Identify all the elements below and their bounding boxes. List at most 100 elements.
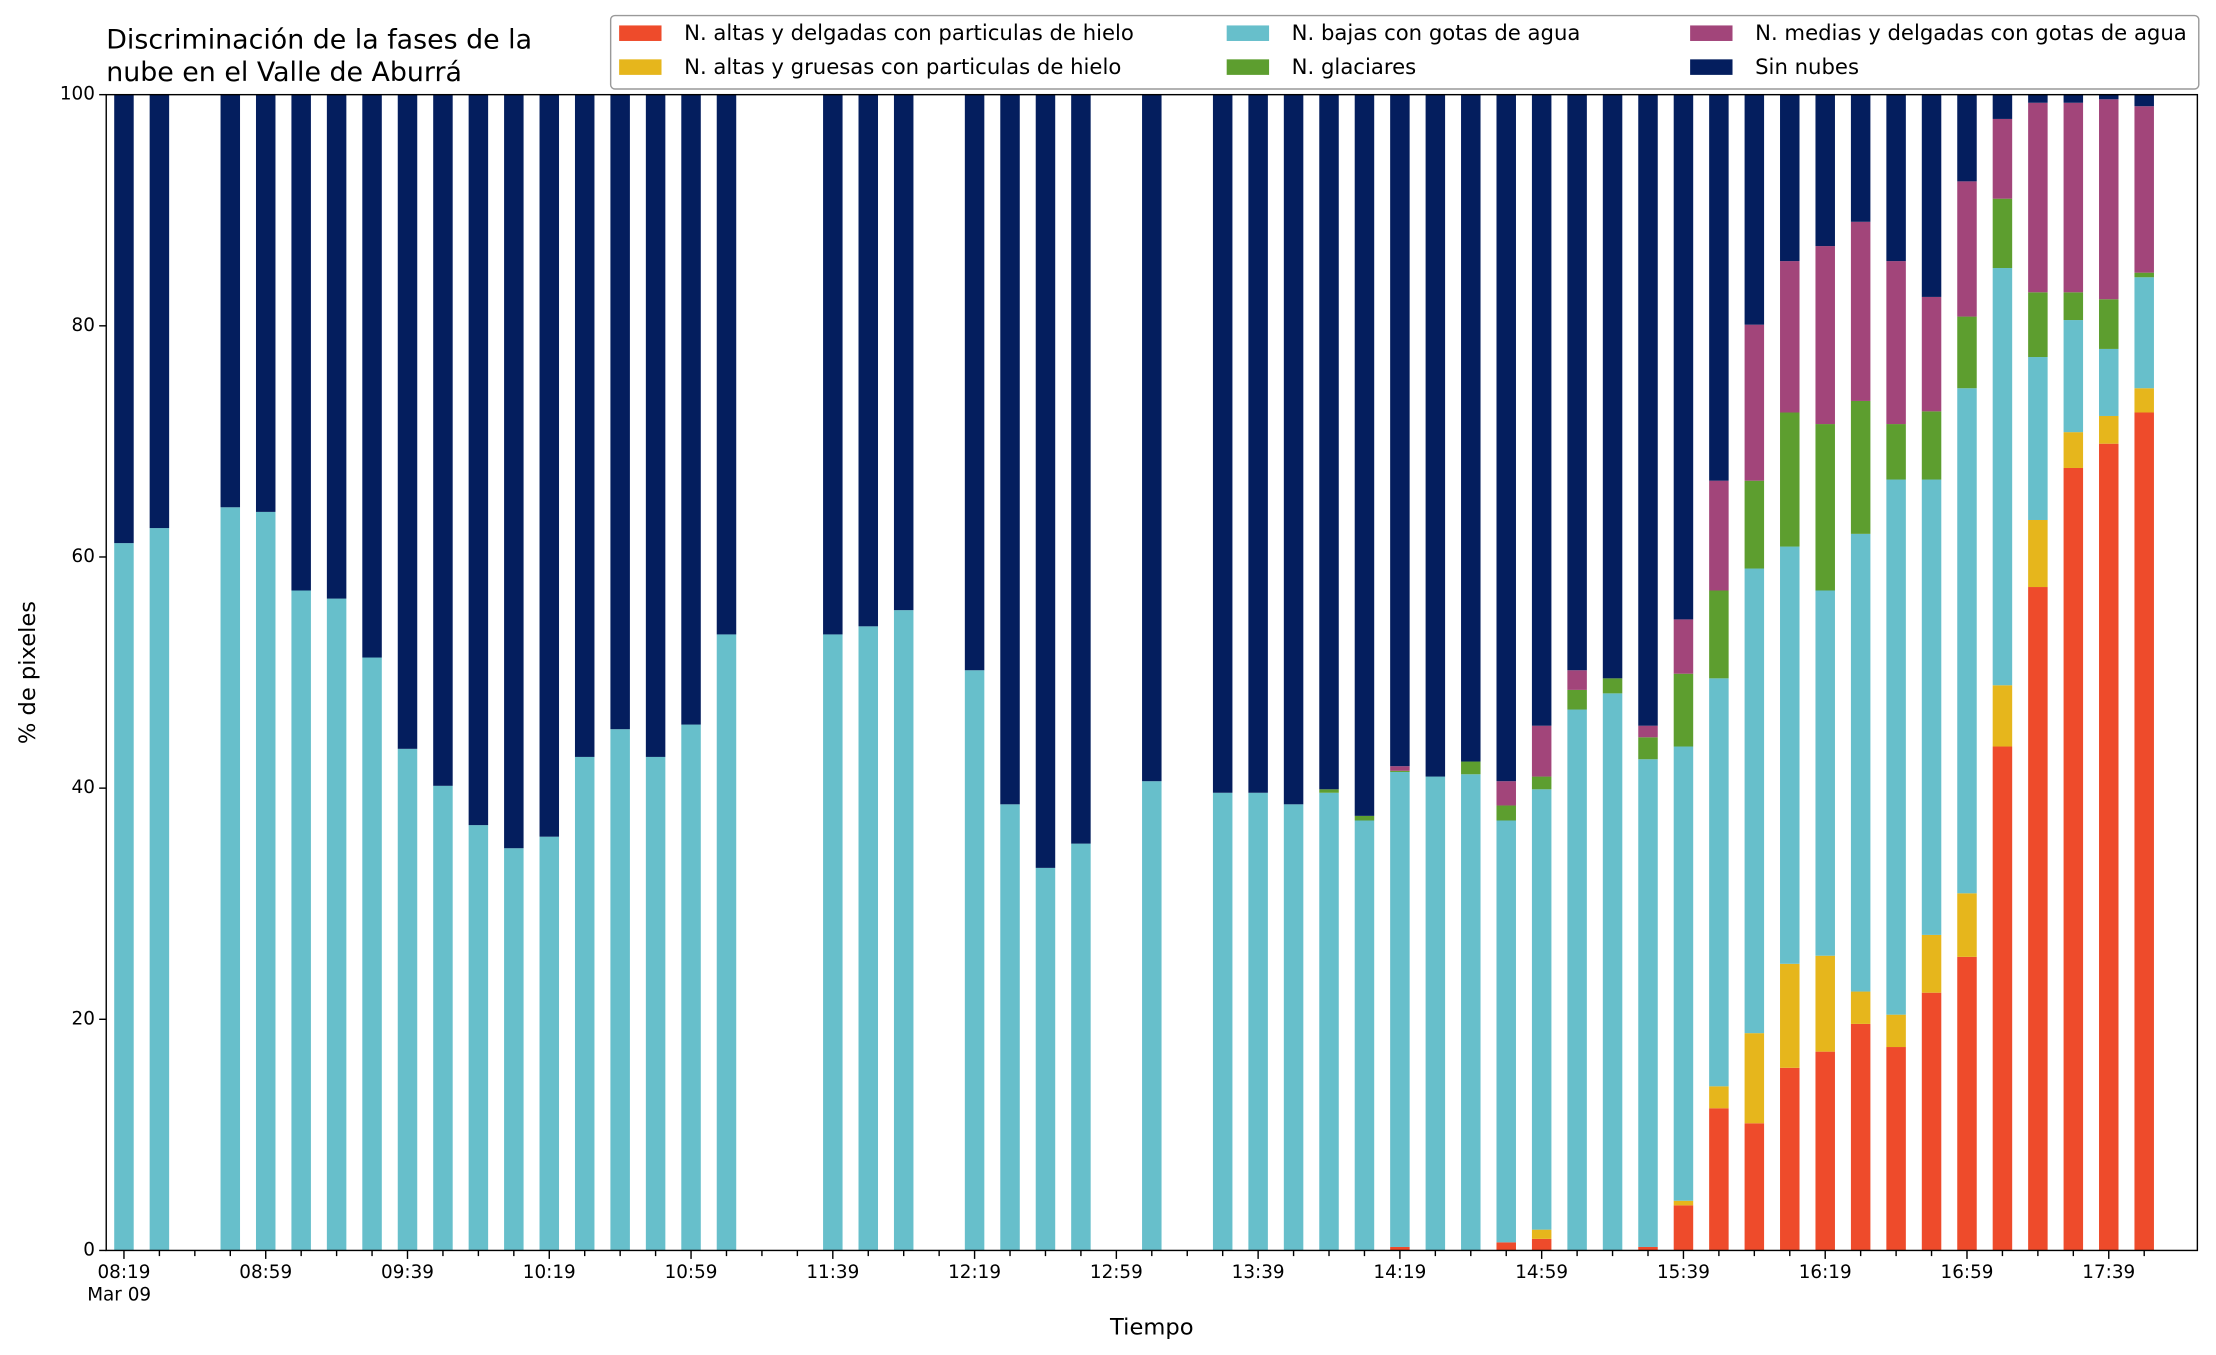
- bar-segment: [1744, 1033, 1765, 1124]
- bar-segment: [2063, 432, 2084, 468]
- bar-segment: [1992, 685, 2013, 747]
- bar-segment: [2134, 388, 2154, 413]
- bar-segment: [1496, 781, 1516, 806]
- bar-segment: [1248, 792, 1268, 1251]
- chart-title: Discriminación de la fases de la: [106, 24, 532, 55]
- bar-segment: [2063, 94, 2084, 103]
- bar-segment: [1638, 725, 1658, 738]
- x-tick-label: 14:19: [1373, 1262, 1426, 1283]
- x-date-label: Mar 09: [87, 1285, 151, 1306]
- bar-segment: [1673, 619, 1694, 674]
- x-tick-label: 11:39: [806, 1262, 859, 1283]
- bar-segment: [1744, 480, 1765, 569]
- bar-segment: [2134, 106, 2154, 273]
- bar-segment: [1142, 94, 1162, 782]
- bar-segment: [1886, 479, 1906, 1015]
- bar-segment: [574, 94, 595, 757]
- legend-label: Sin nubes: [1755, 54, 1859, 79]
- bar-segment: [645, 94, 666, 757]
- bar-segment: [1886, 1014, 1906, 1048]
- x-tick-label: 16:59: [1941, 1262, 1994, 1283]
- bar-segment: [1567, 689, 1587, 710]
- bar-segment: [1390, 766, 1410, 771]
- bar-segment: [1815, 246, 1835, 425]
- bar-segment: [1921, 992, 1942, 1251]
- bar-segment: [2063, 320, 2084, 433]
- x-tick-label: 16:19: [1799, 1262, 1852, 1283]
- bar-segment: [858, 94, 879, 627]
- bar-segment: [1461, 774, 1481, 1251]
- bar-segment: [610, 94, 630, 730]
- bar-segment: [964, 94, 985, 671]
- bar-segment: [1850, 991, 1871, 1024]
- y-tick-label: 0: [83, 1239, 95, 1260]
- bar-segment: [645, 756, 666, 1251]
- bar-segment: [2134, 272, 2154, 278]
- bar-segment: [1850, 94, 1871, 222]
- bar-segment: [149, 94, 170, 529]
- bar-segment: [1850, 1023, 1871, 1251]
- y-tick-label: 20: [72, 1008, 95, 1029]
- bar-segment: [291, 94, 311, 591]
- bar-segment: [1815, 1051, 1835, 1251]
- bar-segment: [2099, 415, 2119, 444]
- bar-segment: [362, 94, 382, 658]
- bar-segment: [255, 94, 276, 512]
- bar-segment: [1248, 94, 1268, 793]
- bar-segment: [1992, 118, 2013, 199]
- legend-label: N. glaciares: [1292, 54, 1416, 79]
- bar-segment: [1354, 815, 1375, 821]
- bar-segment: [716, 94, 737, 635]
- bar-segment: [326, 598, 347, 1251]
- bar-segment: [1567, 670, 1587, 690]
- x-tick-label: 08:59: [239, 1262, 292, 1283]
- bar-segment: [681, 724, 701, 1251]
- bar-segment: [1567, 94, 1587, 671]
- bar-segment: [2099, 299, 2119, 349]
- bar-segment: [1709, 480, 1729, 591]
- bar-segment: [1283, 94, 1304, 805]
- x-tick-label: 12:59: [1090, 1262, 1143, 1283]
- bar-segment: [1673, 94, 1694, 620]
- bar-segment: [1531, 725, 1552, 777]
- bar-segment: [1815, 424, 1835, 591]
- bar-segment: [1744, 568, 1765, 1034]
- bar-segment: [1815, 94, 1835, 247]
- bar-segment: [1425, 94, 1446, 777]
- bar-segment: [1957, 893, 1977, 957]
- bar-segment: [1142, 781, 1162, 1251]
- bar-segment: [2028, 587, 2048, 1251]
- bar-segment: [1957, 388, 1977, 894]
- x-tick-label: 12:19: [948, 1262, 1001, 1283]
- bar-segment: [610, 729, 630, 1251]
- bar-segment: [1000, 94, 1020, 805]
- chart-title: nube en el Valle de Aburrá: [106, 57, 462, 88]
- bar-segment: [2028, 102, 2048, 293]
- bar-segment: [1921, 296, 1942, 412]
- bar-segment: [2099, 348, 2119, 416]
- bar-segment: [1071, 94, 1091, 844]
- bar-segment: [2028, 357, 2048, 520]
- bar-segment: [2028, 519, 2048, 588]
- bar-segment: [1709, 1086, 1729, 1109]
- x-tick-label: 15:39: [1657, 1262, 1710, 1283]
- bar-segment: [1886, 94, 1906, 262]
- bar-segment: [1957, 316, 1977, 389]
- legend-swatch: [1690, 25, 1733, 41]
- bar-segment: [893, 610, 914, 1251]
- bar-segment: [1496, 94, 1516, 782]
- bar-segment: [1567, 709, 1587, 1251]
- bar-segment: [1815, 955, 1835, 1052]
- bar-segment: [397, 748, 418, 1251]
- bar-segment: [1673, 1205, 1694, 1251]
- bar-segment: [858, 626, 879, 1251]
- bar-segment: [1992, 746, 2013, 1251]
- bar-segment: [114, 94, 134, 544]
- bar-segment: [1390, 94, 1410, 767]
- bar-segment: [1780, 94, 1800, 262]
- bar-segment: [1673, 746, 1694, 1201]
- bar-segment: [1780, 412, 1800, 547]
- y-tick-label: 100: [60, 84, 95, 105]
- x-axis-label: Tiempo: [1109, 1315, 1193, 1341]
